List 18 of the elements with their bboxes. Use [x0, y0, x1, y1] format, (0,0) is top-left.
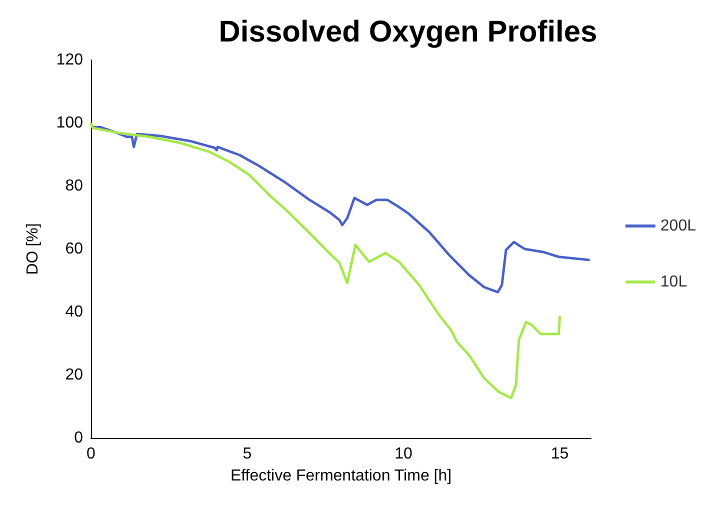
y-tick-label: 100	[56, 114, 84, 132]
y-tick-label: 40	[65, 304, 84, 320]
y-tick-label: 20	[65, 366, 84, 384]
y-axis-title: DO [%]	[24, 223, 42, 275]
line-series	[90, 122, 561, 400]
legend-label: 10L	[660, 274, 688, 290]
x-tick-label: 15	[550, 446, 569, 462]
line-series	[90, 126, 591, 294]
y-tick-label: 60	[65, 240, 84, 258]
chart-title: Dissolved Oxygen Profiles	[218, 16, 598, 48]
x-axis-title: Effective Fermentation Time [h]	[230, 468, 452, 484]
x-tick-label: 0	[86, 446, 96, 462]
legend-label: 200L	[660, 218, 696, 234]
x-tick-label: 5	[242, 446, 252, 462]
y-tick-label: 80	[65, 178, 84, 194]
x-tick-label: 10	[394, 446, 412, 462]
y-tick-label: 120	[56, 52, 84, 68]
y-tick-label: 0	[74, 430, 84, 446]
